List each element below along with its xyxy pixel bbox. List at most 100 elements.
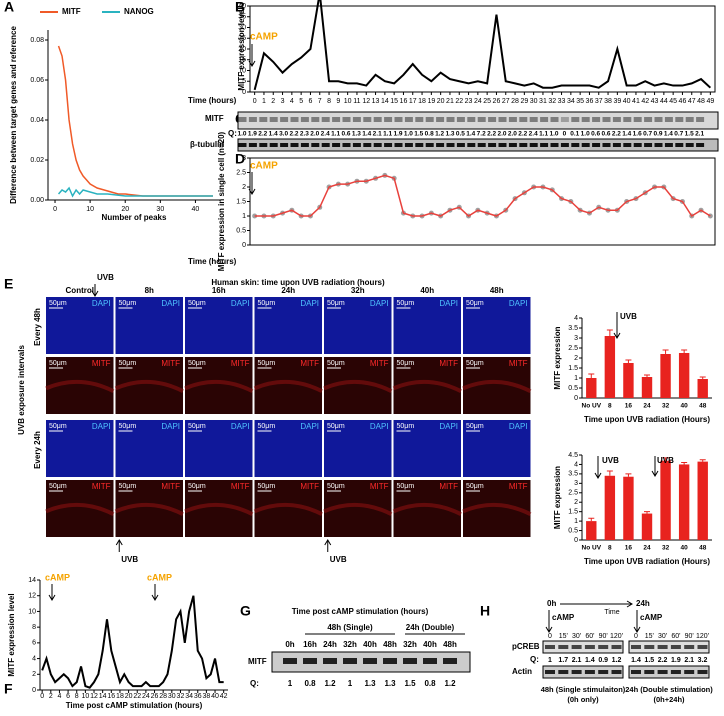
stain-label: DAPI — [509, 299, 528, 308]
band — [675, 143, 684, 147]
x-tick-label: 26 — [151, 693, 159, 700]
band — [654, 143, 663, 147]
x-tick-label: 31 — [539, 98, 547, 105]
band — [321, 143, 330, 147]
x-axis-label: Time (hours) — [188, 96, 237, 105]
y-tick-label: 0 — [32, 687, 36, 694]
arrow-head — [545, 626, 553, 633]
y-tick-label: 1.5 — [568, 509, 578, 516]
y-tick-label: 6 — [32, 640, 36, 647]
x-axis-label: Time upon UVB radiation (Hours) — [584, 557, 710, 566]
band — [290, 117, 299, 122]
scale-label: 50μm — [119, 360, 137, 367]
q-value: 1.5 — [414, 131, 423, 138]
q-value: 1.2 — [612, 657, 622, 664]
arrow-head — [651, 470, 659, 477]
band — [342, 117, 351, 122]
q-value: 1.4 — [585, 657, 595, 664]
band — [446, 143, 455, 147]
q-value: 2.2 — [258, 131, 267, 138]
q-value: 7.2 — [477, 131, 486, 138]
band — [323, 658, 337, 664]
stain-label: MITF — [509, 359, 528, 368]
x-tick-label: 40 — [192, 206, 200, 213]
band — [488, 117, 497, 122]
q-value: 1.9 — [671, 657, 681, 664]
error-bar — [625, 473, 632, 477]
band — [611, 645, 622, 649]
stain-label: MITF — [370, 482, 389, 491]
blot-row-label: pCREB — [512, 642, 540, 651]
y-tick-label: 3 — [574, 480, 578, 487]
band — [436, 143, 445, 147]
band — [248, 143, 257, 147]
band — [477, 117, 486, 122]
x-tick-label: 8 — [327, 98, 331, 105]
band — [550, 143, 559, 147]
dapi-image — [254, 297, 322, 354]
band — [644, 670, 655, 674]
q-value: 2.1 — [373, 131, 382, 138]
x-tick-label: 34 — [567, 98, 575, 105]
y-tick-label: 2 — [242, 184, 246, 191]
x-tick-label: 12 — [90, 693, 98, 700]
y-tick-label: 2.5 — [568, 345, 578, 352]
column-label: 8h — [145, 286, 154, 295]
arrow-head — [613, 332, 621, 339]
band — [592, 117, 601, 122]
arrow-head — [248, 188, 256, 195]
stain-label: DAPI — [92, 422, 111, 431]
scale-label: 50μm — [258, 483, 276, 490]
panel-label: H — [480, 603, 490, 619]
column-label: 40h — [420, 286, 434, 295]
y-tick-label: 2 — [574, 499, 578, 506]
y-tick-label: 10 — [28, 608, 36, 615]
q-value: 2.2 — [289, 131, 298, 138]
band — [675, 117, 684, 122]
x-tick-label: 47 — [688, 98, 696, 105]
band — [571, 117, 580, 122]
arrow-head — [48, 594, 56, 601]
arrow-head — [626, 600, 633, 608]
x-tick-label: 7 — [318, 98, 322, 105]
band — [508, 143, 517, 147]
column-label: 24h — [281, 286, 295, 295]
q-value: 1.0 — [404, 131, 413, 138]
plot-frame — [249, 5, 716, 93]
x-tick-label: 17 — [409, 98, 417, 105]
x-tick-label: 39 — [613, 98, 621, 105]
q-value: 0.7 — [674, 131, 683, 138]
x-tick-label: 0 — [253, 98, 257, 105]
band — [415, 143, 424, 147]
x-axis-label: Time upon UVB radiation (Hours) — [584, 415, 710, 424]
error-bar — [699, 459, 706, 462]
error-bar — [681, 349, 688, 353]
error-bar — [681, 462, 688, 465]
y-tick-label: 5 — [242, 78, 246, 85]
dapi-image — [185, 297, 253, 354]
band — [384, 143, 393, 147]
annotation: UVB — [121, 555, 138, 564]
scale-label: 50μm — [188, 423, 206, 430]
q-value: 1.2 — [444, 679, 456, 688]
x-axis-label: Number of peaks — [102, 213, 167, 222]
legend-label: MITF — [62, 7, 81, 16]
x-tick-label: 36 — [194, 693, 202, 700]
arrow-head — [115, 539, 123, 546]
x-tick-label: 37 — [595, 98, 603, 105]
y-tick-label: 1 — [574, 375, 578, 382]
band — [612, 117, 621, 122]
q-value: 2.1 — [695, 131, 704, 138]
stain-label: MITF — [92, 359, 111, 368]
caption: (0h+24h) — [653, 695, 685, 704]
tissue-edge — [45, 379, 115, 393]
band — [644, 645, 655, 649]
bar — [586, 521, 597, 540]
band — [598, 670, 609, 674]
band — [571, 143, 580, 147]
x-tick-label: 6 — [66, 693, 70, 700]
scale-label: 50μm — [119, 300, 137, 307]
x-tick-label: 16 — [625, 545, 633, 552]
y-axis-label: MITF expression in single cell (n=20) — [217, 131, 226, 271]
band — [670, 645, 681, 649]
